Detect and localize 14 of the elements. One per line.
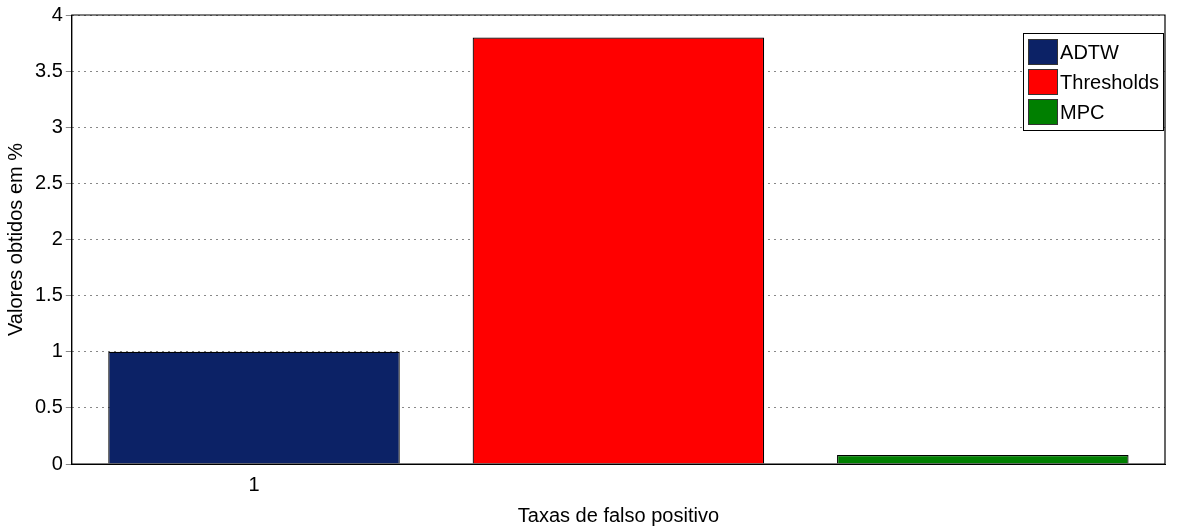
y-tick-label: 0.5: [34, 395, 63, 418]
y-tick-label: 0: [51, 451, 63, 474]
y-tick-label: 3.5: [34, 58, 63, 81]
y-tick-label: 1.5: [34, 283, 63, 306]
y-tick-label: 1: [51, 339, 63, 362]
legend-label: Thresholds: [1060, 70, 1159, 94]
y-tick-label: 3: [51, 114, 63, 137]
y-axis-title: Valores obtidos em %: [3, 142, 26, 337]
y-tick-label: 4: [51, 2, 63, 25]
legend-label: MPC: [1060, 100, 1105, 124]
x-axis-title: Taxas de falso positivo: [517, 503, 720, 526]
y-tick-label: 2.5: [34, 170, 63, 193]
legend-label: ADTW: [1060, 40, 1119, 64]
y-tick-label: 2: [51, 227, 63, 250]
